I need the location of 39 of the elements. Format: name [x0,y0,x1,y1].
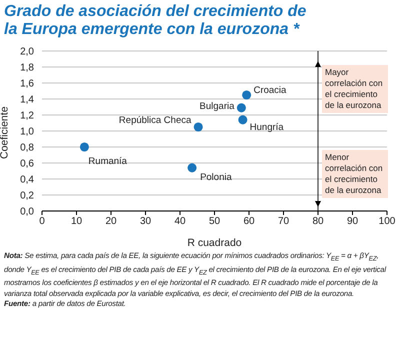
y-tick-label: 1,8 [20,62,34,74]
point [188,163,197,172]
x-tick-label: 30 [140,216,152,228]
series-label: Polonia [200,172,232,183]
x-tick-label: 50 [208,216,220,228]
y-tick-label: 1,0 [20,126,34,138]
y-tick-label: 1,2 [20,110,34,122]
x-tick-label: 60 [243,216,255,228]
x-axis-title: R cuadrado [187,237,242,249]
y-tick-label: 0,0 [20,206,34,218]
x-tick-label: 90 [346,216,358,228]
y-tick-label: 0,2 [20,190,34,202]
series-label: República Checa [118,115,192,126]
y-tick-label: 1,4 [20,94,34,106]
point [194,122,203,132]
point [80,142,89,152]
x-tick-label: 70 [278,216,290,228]
x-tick-label: 80 [312,216,324,228]
y-tick-label: 0,4 [20,174,34,186]
y-tick-label: 0,8 [20,142,34,154]
y-tick-label: 0,6 [20,158,34,170]
x-tick-label: 10 [70,216,82,228]
annotation: Mayor correlación con el crecimiento de la eurozona [322,65,388,113]
point [236,103,246,112]
x-tick-label: 0 [39,216,46,228]
y-tick-label: 2,0 [20,46,34,58]
x-tick-label: 40 [174,216,186,228]
x-tick-label: 100 [378,216,396,228]
y-tick-label: 1,6 [20,78,34,90]
series-label: Rumanía [88,156,128,167]
series-label: Croacia [254,85,288,96]
annotation: Menor correlación con el crecimiento de la eurozona [322,150,388,198]
chart-title: Grado de asociación del crecimiento de la Europa emergente con la eurozona * [4,3,308,39]
series-label: Bulgaria [200,100,236,112]
series-label: Hungría [250,122,284,133]
point [238,115,248,124]
y-axis-title: Coeficiente [0,106,11,159]
point [242,90,252,100]
x-tick-label: 20 [105,216,117,228]
